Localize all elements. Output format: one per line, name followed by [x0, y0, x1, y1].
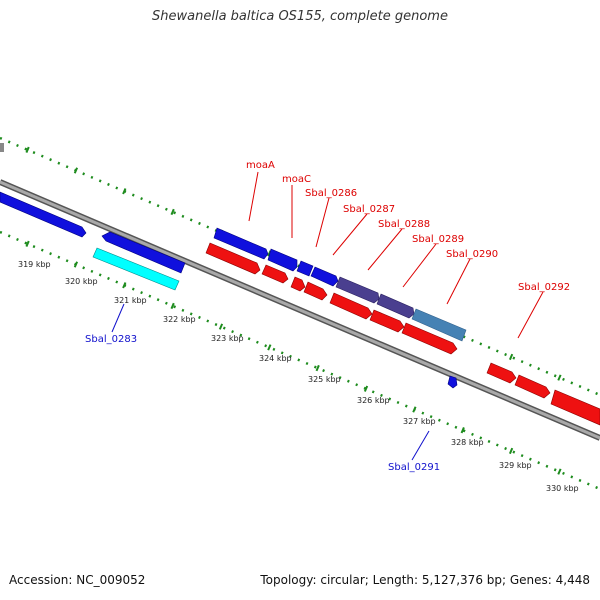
gene-arrow-red-7[interactable]: [401, 322, 458, 355]
gene-label-Sbal_0287[interactable]: Sbal_0287: [343, 204, 395, 215]
gene-arrow-moaC[interactable]: [267, 248, 298, 272]
leader-Sbal_0290: [446, 258, 471, 305]
ruler-label-330: 330 kbp: [546, 484, 579, 493]
leader-Sbal_0286: [315, 197, 330, 248]
ruler-label-328: 328 kbp: [451, 438, 484, 447]
gene-arrow-red-1[interactable]: [205, 242, 261, 275]
gene-arrow-red-6[interactable]: [369, 309, 405, 333]
genome-title: Shewanella baltica OS155, complete genom…: [152, 9, 448, 24]
ruler-label-325: 325 kbp: [308, 375, 341, 384]
major-tick: [170, 302, 175, 310]
gene-arrow-Sbal_0291[interactable]: [447, 375, 458, 389]
leader-Sbal_0288: [367, 228, 403, 271]
leader-Sbal_0283: [111, 303, 125, 333]
major-tick: [267, 344, 272, 351]
gene-arrow-red-5[interactable]: [329, 292, 373, 320]
gene-arrow-moaA[interactable]: [213, 227, 269, 260]
ruler-label-322: 322 kbp: [163, 315, 196, 324]
leader-Sbal_0289: [402, 243, 437, 288]
gene-label-Sbal_0290[interactable]: Sbal_0290: [446, 249, 498, 260]
major-tick: [508, 447, 514, 455]
ruler-label-323: 323 kbp: [211, 334, 244, 343]
leader-Sbal_0291: [411, 430, 430, 461]
major-tick: [557, 468, 562, 475]
forward-strand-genes: [0, 191, 467, 342]
gene-label-moaA[interactable]: moaA: [246, 160, 275, 171]
gene-label-Sbal_0288[interactable]: Sbal_0288: [378, 219, 430, 230]
gene-label-Sbal_0289[interactable]: Sbal_0289: [412, 234, 464, 245]
gene-label-Sbal_0291[interactable]: Sbal_0291: [388, 462, 440, 473]
gene-arrow-red-9[interactable]: [514, 374, 551, 399]
gene-label-Sbal_0286[interactable]: Sbal_0286: [305, 188, 357, 199]
major-tick: [412, 406, 417, 413]
major-tick: [363, 385, 369, 392]
genome-info-text: Topology: circular; Length: 5,127,376 bp…: [260, 573, 590, 587]
ruler-label-327: 327 kbp: [403, 417, 436, 426]
gene-arrow-Sbal_0290[interactable]: [411, 308, 467, 342]
ruler-label-320: 320 kbp: [65, 277, 98, 286]
ruler-label-319: 319 kbp: [18, 260, 51, 269]
ruler-label-329: 329 kbp: [499, 461, 532, 470]
major-tick: [73, 261, 79, 268]
gene-arrow-red-4[interactable]: [303, 281, 328, 301]
accession-text: Accession: NC_009052: [9, 573, 146, 587]
major-tick: [122, 188, 127, 195]
gene-arrow-red-3[interactable]: [290, 276, 306, 292]
gene-arrow-Sbal_0288[interactable]: [335, 276, 380, 304]
inner-dotted-track: [0, 230, 600, 491]
major-tick: [218, 323, 224, 330]
gene-arrow-Sbal_0289[interactable]: [376, 293, 415, 319]
genome-backbone-highlight: [0, 180, 600, 440]
gene-arrow-Sbal_0283[interactable]: [101, 231, 186, 274]
gene-arrow-Sbal_0286[interactable]: [296, 260, 314, 277]
gene-arrow-red-10[interactable]: [550, 389, 600, 426]
major-tick: [315, 364, 320, 372]
major-tick: [557, 374, 562, 381]
major-tick: [508, 353, 514, 361]
clipped-edge-marker: [0, 143, 4, 152]
gene-labels: moaA moaC Sbal_0286 Sbal_0287 Sbal_0288 …: [85, 160, 570, 473]
major-tick: [122, 282, 127, 289]
ruler-label-324: 324 kbp: [259, 354, 292, 363]
ruler-label-326: 326 kbp: [357, 396, 390, 405]
gene-arrow[interactable]: [0, 191, 87, 238]
major-tick: [25, 146, 30, 153]
gene-arrow-red-8[interactable]: [486, 362, 517, 384]
gene-arrow-Sbal_0283-cyan[interactable]: [92, 247, 180, 291]
major-tick: [25, 240, 30, 247]
label-leaders: [111, 171, 544, 461]
major-tick: [460, 427, 465, 434]
ruler-labels: 319 kbp 320 kbp 321 kbp 322 kbp 323 kbp …: [18, 260, 579, 493]
leader-Sbal_0292: [517, 291, 544, 339]
gene-label-moaC[interactable]: moaC: [282, 174, 311, 185]
gene-label-Sbal_0283[interactable]: Sbal_0283: [85, 334, 137, 345]
gene-label-Sbal_0292[interactable]: Sbal_0292: [518, 282, 570, 293]
major-ticks: [25, 146, 562, 475]
outer-dotted-track: [0, 136, 600, 397]
leader-moaA: [248, 171, 259, 222]
ruler-label-321: 321 kbp: [114, 296, 147, 305]
gene-arrow-red-2[interactable]: [261, 264, 289, 284]
gene-arrow-Sbal_0287[interactable]: [310, 266, 339, 287]
major-tick: [170, 208, 175, 216]
major-tick: [73, 167, 79, 174]
leader-Sbal_0287: [332, 213, 368, 256]
reverse-strand-genes: [205, 242, 600, 426]
